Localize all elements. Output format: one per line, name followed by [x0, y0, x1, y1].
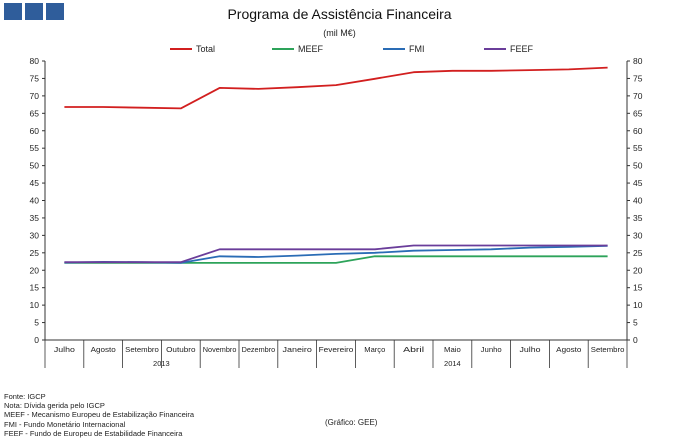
legend-swatch-fmi — [383, 48, 405, 50]
x-tick-label: Maio — [444, 345, 461, 354]
y-tick-label-right: 0 — [633, 335, 638, 345]
y-tick-label-left: 0 — [34, 335, 39, 345]
y-tick-label-right: 15 — [633, 283, 643, 293]
note-line: Fonte: IGCP — [4, 392, 46, 401]
y-tick-label-left: 65 — [30, 108, 40, 118]
x-tick-label: Dezembro — [242, 345, 276, 354]
legend-swatch-meef — [272, 48, 294, 50]
legend-label-total: Total — [196, 44, 216, 54]
y-tick-label-left: 5 — [34, 318, 39, 328]
x-tick-label: Janeiro — [283, 345, 312, 354]
y-tick-label-left: 10 — [30, 300, 40, 310]
x-tick-label: Agosto — [556, 345, 581, 354]
chart-notes: Fonte: IGCP Nota: Dívida gerida pelo IGC… — [4, 392, 194, 438]
y-tick-label-right: 55 — [633, 143, 643, 153]
series-line-feef — [64, 244, 608, 264]
legend-item-meef: MEEF — [272, 44, 323, 54]
chart-source: (Gráfico: GEE) — [325, 418, 378, 427]
x-tick-label: Julho — [520, 345, 541, 354]
x-tick-label: Setembro — [125, 345, 159, 354]
note-line: FEEF - Fundo de Europeu de Estabilidade … — [4, 428, 183, 438]
y-tick-label-left: 50 — [30, 161, 40, 171]
legend-item-total: Total — [170, 44, 215, 54]
logo — [4, 3, 64, 20]
logo-block — [4, 3, 22, 20]
x-tick-label: Fevereiro — [319, 345, 354, 354]
chart-subtitle: (mil M€) — [323, 28, 356, 38]
y-tick-label-left: 35 — [30, 213, 40, 223]
y-tick-label-right: 25 — [633, 248, 643, 258]
series-line-total — [64, 66, 608, 110]
y-tick-label-right: 35 — [633, 213, 643, 223]
y-tick-label-left: 30 — [30, 230, 40, 240]
y-tick-label-right: 30 — [633, 230, 643, 240]
y-tick-label-left: 55 — [30, 143, 40, 153]
chart-title: Programa de Assistência Financeira — [227, 6, 452, 22]
x-tick-label: Novembro — [203, 345, 237, 354]
y-tick-label-right: 70 — [633, 91, 643, 101]
legend-label-feef: FEEF — [510, 44, 534, 54]
x-tick-label: Julho — [54, 345, 75, 354]
legend-swatch-feef — [484, 48, 506, 50]
y-tick-label-right: 5 — [633, 318, 638, 328]
y-tick-label-left: 80 — [30, 56, 40, 66]
legend-label-meef: MEEF — [298, 44, 324, 54]
logo-block — [46, 3, 64, 20]
y-tick-label-right: 10 — [633, 300, 643, 310]
y-tick-label-right: 45 — [633, 178, 643, 188]
y-tick-label-left: 25 — [30, 248, 40, 258]
x-tick-label: Junho — [481, 345, 502, 354]
legend-item-fmi: FMI — [383, 44, 425, 54]
x-tick-label: Setembro — [591, 345, 625, 354]
series-line-fmi — [64, 244, 608, 264]
y-tick-label-left: 60 — [30, 126, 40, 136]
legend-item-feef: FEEF — [484, 44, 533, 54]
y-tick-label-right: 80 — [633, 56, 643, 66]
y-tick-label-right: 65 — [633, 108, 643, 118]
y-tick-label-right: 40 — [633, 196, 643, 206]
y-tick-label-left: 70 — [30, 91, 40, 101]
y-tick-label-right: 60 — [633, 126, 643, 136]
y-tick-label-left: 40 — [30, 196, 40, 206]
y-tick-label-right: 50 — [633, 161, 643, 171]
x-tick-label: Abril — [403, 345, 424, 354]
x-tick-label: Agosto — [91, 345, 116, 354]
y-tick-label-left: 75 — [30, 73, 40, 83]
logo-block — [25, 3, 43, 20]
note-line: FMI - Fundo Monetário Internacional — [4, 419, 126, 429]
x-year-label: 2013 — [153, 359, 170, 368]
y-tick-label-left: 45 — [30, 178, 40, 188]
x-year-label: 2014 — [444, 359, 461, 368]
x-tick-label: Março — [364, 345, 385, 354]
legend-label-fmi: FMI — [409, 44, 425, 54]
chart-legend: Total MEEF FMI FEEF — [0, 44, 679, 56]
y-tick-label-right: 20 — [633, 265, 643, 275]
y-tick-label-left: 15 — [30, 283, 40, 293]
x-tick-label: Outubro — [166, 345, 195, 354]
note-line: Nota: Dívida gerida pelo IGCP — [4, 401, 105, 411]
note-line: MEEF - Mecanismo Europeu de Estabilizaçã… — [4, 410, 195, 420]
legend-swatch-total — [170, 48, 192, 50]
y-tick-label-left: 20 — [30, 265, 40, 275]
y-tick-label-right: 75 — [633, 73, 643, 83]
